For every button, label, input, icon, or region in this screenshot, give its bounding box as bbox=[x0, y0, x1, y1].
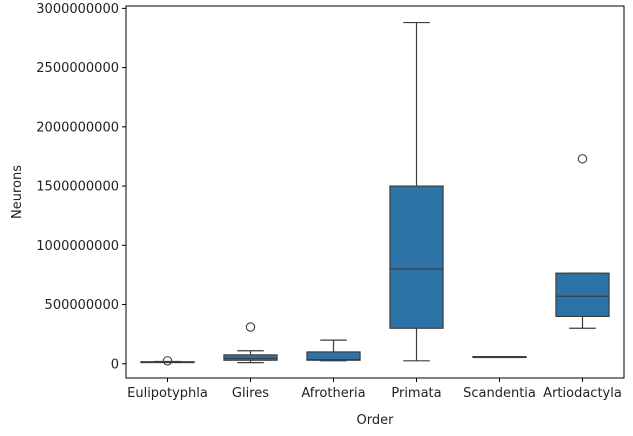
y-tick-label: 3000000000 bbox=[36, 2, 119, 17]
y-axis-label: Neurons bbox=[10, 165, 25, 219]
x-tick-label: Glires bbox=[232, 386, 269, 401]
x-tick-label: Primata bbox=[391, 386, 441, 401]
x-axis: Eulipotyphla Glires Afrotheria Primata Scand… bbox=[127, 378, 622, 401]
x-tick-label: Scandentia bbox=[463, 386, 536, 401]
x-tick-label: Eulipotyphla bbox=[127, 386, 208, 401]
y-tick-label: 1500000000 bbox=[36, 180, 119, 195]
iqr-box bbox=[389, 185, 444, 329]
y-tick-label: 2000000000 bbox=[36, 120, 119, 135]
x-tick-label: Artiodactyla bbox=[543, 386, 622, 401]
x-tick-label: Afrotheria bbox=[301, 386, 365, 401]
outlier-point bbox=[245, 322, 256, 332]
iqr-box bbox=[223, 354, 278, 361]
box-eulipotyphla bbox=[140, 356, 195, 366]
y-tick-label: 1000000000 bbox=[36, 239, 119, 254]
iqr-box bbox=[306, 351, 361, 361]
box-series bbox=[140, 21, 610, 366]
box-scandentia bbox=[472, 356, 527, 359]
box-afrotheria bbox=[306, 339, 361, 362]
box-artiodactyla bbox=[555, 154, 610, 329]
box-glires bbox=[223, 322, 278, 364]
outlier-point bbox=[577, 154, 588, 164]
iqr-box bbox=[555, 272, 610, 317]
y-tick-label: 0 bbox=[111, 357, 119, 372]
y-tick-label: 2500000000 bbox=[36, 61, 119, 76]
box-primata bbox=[389, 21, 444, 362]
outlier-point bbox=[162, 356, 173, 366]
x-axis-label: Order bbox=[357, 413, 395, 428]
plot-area bbox=[125, 5, 625, 379]
y-axis: 0 500000000 1000000000 1500000000 2000000000… bbox=[36, 2, 126, 372]
y-tick-label: 500000000 bbox=[45, 298, 119, 313]
